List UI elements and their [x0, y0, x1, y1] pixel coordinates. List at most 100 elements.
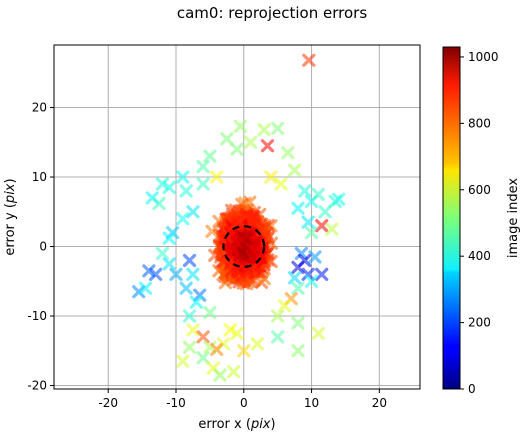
data-point — [243, 135, 258, 149]
colorbar-tick-label: 400 — [468, 249, 491, 263]
data-point — [196, 177, 210, 191]
x-tick-label: 10 — [304, 396, 319, 410]
data-point — [241, 265, 255, 279]
y-tick-label: 0 — [39, 240, 47, 254]
plot-frame — [53, 44, 421, 390]
data-point — [260, 139, 275, 153]
data-point — [179, 184, 193, 198]
data-point — [230, 142, 244, 156]
data-point — [224, 264, 239, 278]
data-point — [264, 254, 278, 269]
data-point — [288, 271, 302, 285]
data-point — [232, 214, 246, 229]
data-point — [230, 326, 244, 341]
data-point — [193, 288, 207, 302]
data-point — [302, 53, 316, 67]
data-point — [288, 163, 302, 177]
data-point — [291, 281, 305, 295]
scatter-plot-area: -20 -10 0 10 20 -20 -10 0 10 20 — [27, 44, 421, 410]
y-axis-ticks: -20 -10 0 10 20 — [27, 101, 54, 393]
y-axis-label: error y (pix) — [3, 178, 18, 255]
data-point — [227, 365, 241, 379]
data-point — [315, 219, 329, 233]
x-tick-label: 20 — [372, 396, 387, 410]
data-point — [291, 316, 305, 330]
data-point — [304, 226, 319, 240]
data-point — [132, 285, 146, 299]
data-point — [162, 231, 176, 245]
x-tick-label: -20 — [98, 396, 118, 410]
data-point — [226, 243, 240, 257]
data-point — [325, 222, 339, 236]
data-point — [291, 201, 305, 215]
data-point — [318, 205, 332, 219]
colorbar: 0 200 400 600 800 1000 image index — [442, 46, 521, 396]
data-point — [182, 253, 197, 268]
data-point — [233, 119, 247, 133]
data-point — [271, 309, 285, 323]
data-point — [301, 267, 315, 281]
data-point — [308, 250, 322, 264]
data-point — [186, 323, 200, 337]
data-point — [315, 267, 329, 281]
x-tick-label: 0 — [240, 396, 248, 410]
data-point — [274, 177, 288, 191]
data-point — [228, 203, 243, 217]
data-point — [223, 323, 237, 337]
data-point — [237, 273, 251, 287]
data-point — [176, 354, 190, 368]
data-point — [210, 170, 224, 184]
y-tick-label: -20 — [27, 379, 47, 393]
data-point — [176, 212, 190, 226]
data-point — [149, 267, 163, 281]
data-point — [291, 260, 305, 274]
data-point — [237, 249, 252, 264]
data-point — [205, 224, 219, 238]
data-point — [311, 187, 325, 202]
colorbar-tick-label: 0 — [468, 382, 476, 396]
data-point — [196, 330, 210, 344]
colorbar-tick-label: 1000 — [468, 50, 499, 64]
y-tick-label: -10 — [27, 309, 47, 323]
data-point — [196, 160, 210, 174]
colorbar-tick-label: 200 — [468, 316, 491, 330]
data-point — [152, 196, 166, 211]
colorbar-tick-label: 600 — [468, 183, 491, 197]
data-point — [225, 203, 239, 217]
data-point — [162, 257, 176, 271]
x-axis-label: error x (pix) — [198, 417, 275, 432]
data-point — [230, 236, 244, 250]
x-tick-label: -10 — [166, 396, 186, 410]
data-point — [281, 146, 295, 160]
data-point — [291, 344, 305, 358]
data-point — [271, 330, 285, 344]
y-tick-label: 10 — [32, 170, 47, 184]
colorbar-label: image index — [506, 178, 521, 258]
colorbar-tick-label: 800 — [468, 116, 491, 130]
data-point — [176, 170, 190, 184]
reference-circle — [222, 225, 266, 268]
data-point — [250, 337, 264, 351]
data-point — [304, 274, 319, 288]
data-point — [294, 246, 308, 261]
data-point — [249, 236, 263, 250]
y-tick-label: 20 — [32, 101, 47, 115]
data-point — [169, 267, 183, 281]
grid-lines — [54, 45, 420, 389]
data-point — [203, 305, 217, 320]
data-point — [138, 281, 153, 295]
data-point — [162, 180, 176, 195]
data-point — [155, 246, 170, 261]
data-point — [213, 368, 227, 382]
data-point — [203, 149, 217, 163]
data-point — [271, 121, 285, 135]
data-point — [179, 281, 193, 295]
data-point — [220, 132, 234, 146]
data-point — [186, 267, 200, 281]
data-point — [155, 177, 170, 191]
data-point — [196, 351, 210, 365]
x-axis-ticks: -20 -10 0 10 20 — [98, 389, 387, 410]
data-point — [311, 326, 325, 341]
data-point — [264, 170, 278, 184]
